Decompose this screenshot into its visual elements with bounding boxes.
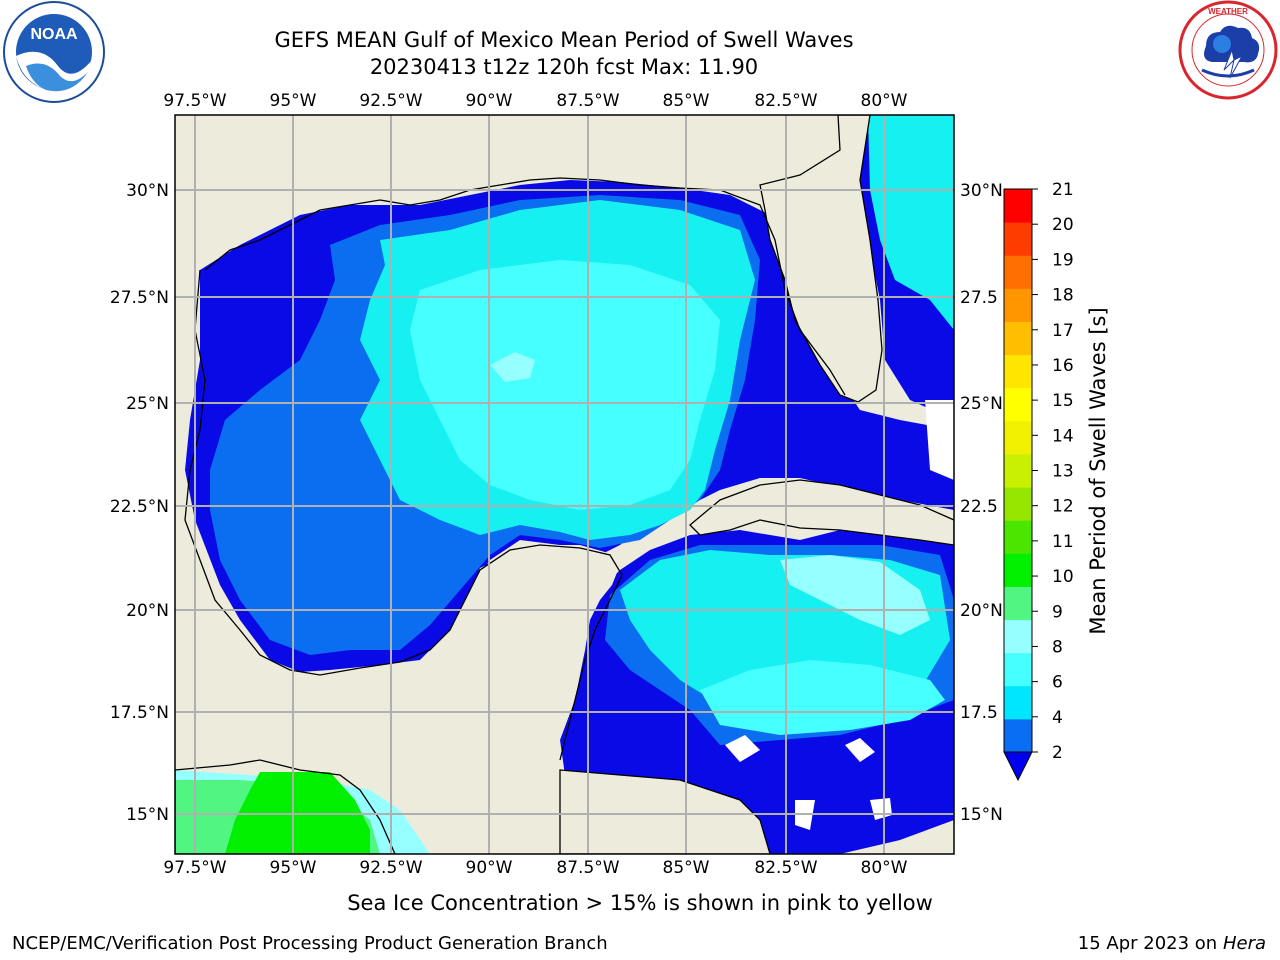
colorbar-tick-label: 6 bbox=[1052, 673, 1063, 693]
lat-label: 27.5°N bbox=[110, 288, 169, 308]
colorbar-tick-label: 20 bbox=[1052, 215, 1074, 235]
colorbar-tick-label: 18 bbox=[1052, 286, 1074, 306]
florida-land bbox=[759, 115, 883, 403]
lon-labels-bottom: 97.5°W 95°W 92.5°W 90°W 87.5°W 85°W 82.5… bbox=[163, 858, 907, 878]
colorbar-swatch bbox=[1004, 586, 1032, 621]
lon-label: 95°W bbox=[270, 91, 317, 111]
date-prefix: 15 Apr 2023 on bbox=[1077, 933, 1223, 954]
colorbar-tick-label: 16 bbox=[1052, 356, 1074, 376]
colorbar-swatch bbox=[1004, 553, 1032, 587]
gridlines bbox=[175, 115, 954, 854]
colorbar-tick-label: 8 bbox=[1052, 637, 1063, 657]
lat-label: 30°N bbox=[126, 181, 169, 201]
lat-label: 15°N bbox=[960, 805, 1003, 825]
lat-label: 30°N bbox=[960, 181, 1003, 201]
svg-text:WEATHER: WEATHER bbox=[1208, 7, 1248, 16]
colorbar-tick-label: 12 bbox=[1052, 497, 1074, 517]
colorbar-swatch bbox=[1004, 321, 1032, 356]
yucatan-land bbox=[420, 545, 620, 830]
lat-label: 25°N bbox=[960, 394, 1003, 414]
colorbar-swatch bbox=[1004, 685, 1032, 720]
colorbar-swatch bbox=[1004, 652, 1032, 687]
colorbar-tick-label: 21 bbox=[1052, 180, 1074, 200]
lon-label: 87.5°W bbox=[556, 91, 619, 111]
machine-name: Hera bbox=[1222, 933, 1266, 954]
colorbar-swatch bbox=[1004, 222, 1032, 256]
colorbar-tick-label: 19 bbox=[1052, 250, 1074, 270]
lat-label: 17.5°N bbox=[110, 703, 169, 723]
colorbar-tick-label: 10 bbox=[1052, 567, 1074, 587]
lon-label: 85°W bbox=[663, 91, 710, 111]
lat-label: 27.5 bbox=[960, 288, 998, 308]
lon-label: 90°W bbox=[466, 858, 513, 878]
honduras-land bbox=[559, 769, 771, 854]
colorbar-swatch bbox=[1004, 520, 1032, 554]
colorbar-swatch bbox=[1004, 387, 1032, 422]
lon-label: 92.5°W bbox=[359, 858, 422, 878]
colorbar-swatch bbox=[1004, 288, 1032, 322]
lat-label: 22.5°N bbox=[110, 497, 169, 517]
caribbean-contour-9-10 bbox=[780, 555, 930, 635]
atlantic-contour-6-8 bbox=[868, 115, 954, 330]
lon-label: 95°W bbox=[270, 858, 317, 878]
lon-label: 92.5°W bbox=[359, 91, 422, 111]
colorbar-swatch bbox=[1004, 718, 1032, 753]
colorbar-swatch bbox=[1004, 453, 1032, 488]
lon-labels-top: 97.5°W 95°W 92.5°W 90°W 87.5°W 85°W 82.5… bbox=[163, 91, 907, 111]
colorbar-tick-label: 13 bbox=[1052, 462, 1074, 482]
colorbar-swatch bbox=[1004, 255, 1032, 289]
map-subtitle: 20230413 t12z 120h fcst Max: 11.90 bbox=[369, 55, 759, 79]
lat-label: 17.5 bbox=[960, 703, 998, 723]
lon-label: 97.5°W bbox=[163, 858, 226, 878]
colorbar-tick-label: 4 bbox=[1052, 708, 1063, 728]
sea-ice-note: Sea Ice Concentration > 15% is shown in … bbox=[347, 891, 933, 915]
lon-label: 82.5°W bbox=[754, 858, 817, 878]
lon-label: 85°W bbox=[663, 858, 710, 878]
lat-label: 25°N bbox=[126, 394, 169, 414]
colorbar-tick-label: 14 bbox=[1052, 426, 1074, 446]
colorbar-swatch bbox=[1004, 189, 1032, 223]
colorbar-tick-label: 11 bbox=[1052, 532, 1074, 552]
svg-text:NOAA: NOAA bbox=[30, 26, 78, 43]
lat-labels-left: 30°N 27.5°N 25°N 22.5°N 20°N 17.5°N 15°N bbox=[110, 181, 169, 825]
map-frame bbox=[174, 114, 955, 855]
date-text: 15 Apr 2023 on Hera bbox=[1078, 933, 1266, 954]
colorbar-tick-label: 9 bbox=[1052, 602, 1063, 622]
lon-label: 90°W bbox=[466, 91, 513, 111]
nws-logo: WEATHER bbox=[1178, 0, 1278, 100]
noaa-logo: NOAA bbox=[3, 1, 105, 103]
lat-label: 22.5 bbox=[960, 497, 998, 517]
lon-label: 80°W bbox=[861, 858, 908, 878]
no-data-patch bbox=[725, 400, 954, 830]
colorbar-tick-label: 17 bbox=[1052, 321, 1074, 341]
colorbar-label: Mean Period of Swell Waves [s] bbox=[1086, 307, 1110, 634]
lat-labels-right: 30°N 27.5 25°N 22.5 20°N 17.5 15°N bbox=[960, 181, 1003, 825]
lon-label: 80°W bbox=[861, 91, 908, 111]
colorbar-tick-label: 15 bbox=[1052, 391, 1074, 411]
colorbar-extension bbox=[1003, 751, 1033, 782]
gulf-contour-8-9 bbox=[410, 260, 720, 510]
colorbar-swatch bbox=[1004, 420, 1032, 455]
gulf-contour-9-10 bbox=[490, 352, 535, 382]
central-america-land bbox=[175, 759, 396, 854]
map-title: GEFS MEAN Gulf of Mexico Mean Period of … bbox=[274, 28, 854, 52]
lat-label: 15°N bbox=[126, 805, 169, 825]
lon-label: 97.5°W bbox=[163, 91, 226, 111]
colorbar-swatch bbox=[1004, 619, 1032, 654]
lon-label: 87.5°W bbox=[556, 858, 619, 878]
colorbar-tick-label: 2 bbox=[1052, 743, 1063, 763]
colorbar-swatch bbox=[1004, 487, 1032, 521]
colorbar: 21 20 19 18 17 16 15 14 13 12 11 10 9 8 6 4 2 bbox=[1003, 180, 1074, 782]
lat-label: 20°N bbox=[960, 601, 1003, 621]
lat-label: 20°N bbox=[126, 601, 169, 621]
credit-text: NCEP/EMC/Verification Post Processing Pr… bbox=[12, 933, 608, 954]
colorbar-swatch bbox=[1004, 354, 1032, 389]
lon-label: 82.5°W bbox=[754, 91, 817, 111]
